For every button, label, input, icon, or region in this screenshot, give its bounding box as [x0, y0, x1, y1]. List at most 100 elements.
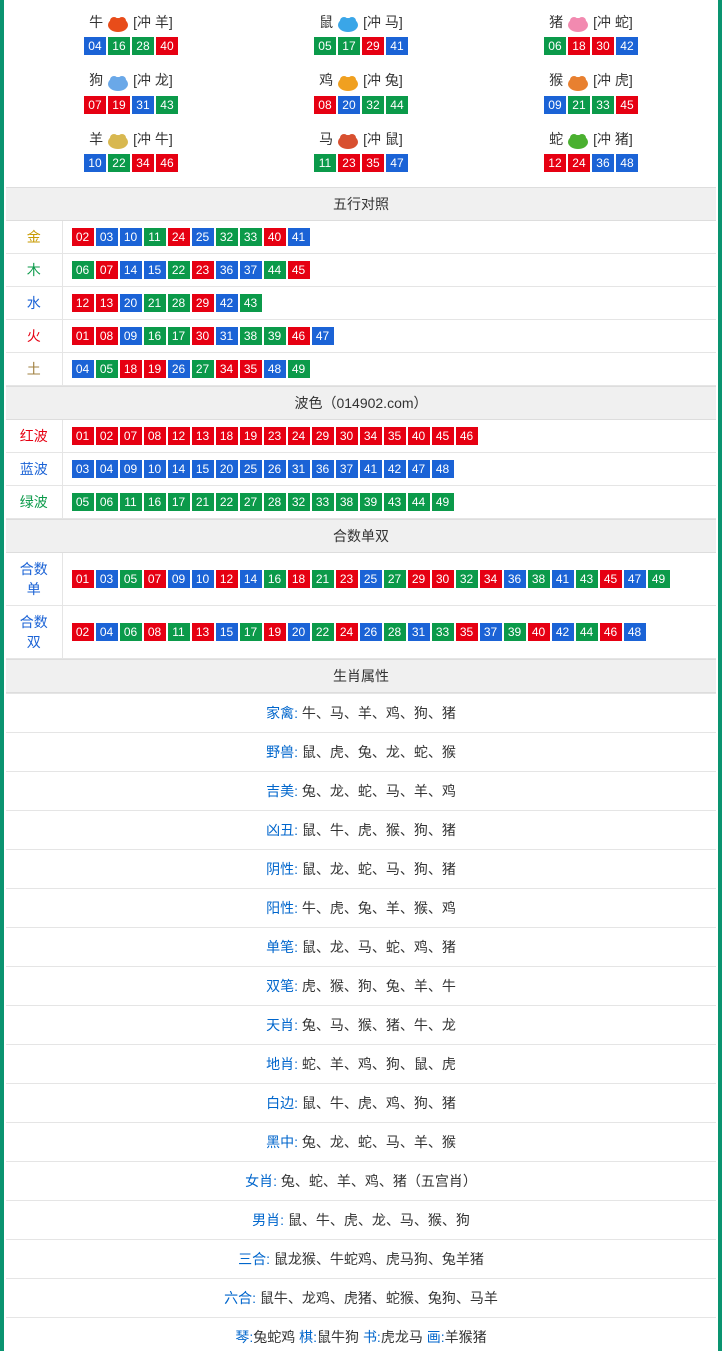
attr-value: 羊猴猪	[445, 1329, 487, 1345]
number-chip: 37	[336, 460, 358, 478]
number-chip: 34	[360, 427, 382, 445]
zodiac-icon	[564, 130, 592, 150]
attr-label: 野兽:	[266, 744, 298, 760]
number-chip: 41	[360, 460, 382, 478]
number-chip: 42	[552, 623, 574, 641]
attr-value: 鼠、牛、虎、鸡、狗、猪	[302, 1095, 456, 1111]
number-chip: 21	[192, 493, 214, 511]
zodiac-chong: [冲 鼠]	[363, 131, 403, 147]
row-label: 土	[6, 352, 62, 385]
page-container: 牛 [冲 羊] 04162840 鼠 [冲 马] 05172941 猪 [冲 蛇…	[0, 0, 722, 1351]
number-chip: 33	[592, 96, 614, 114]
row-nums: 04051819262734354849	[62, 352, 716, 385]
wuxing-header: 五行对照	[6, 187, 716, 221]
zodiac-title: 马 [冲 鼠]	[246, 129, 476, 150]
zodiac-nums: 06183042	[476, 36, 706, 56]
table-row: 合数单 010305070910121416182123252729303234…	[6, 553, 716, 606]
zodiac-name: 猴	[549, 72, 563, 88]
number-chip: 44	[264, 261, 286, 279]
attr-label: 地肖:	[266, 1056, 298, 1072]
number-chip: 40	[408, 427, 430, 445]
zodiac-title: 狗 [冲 龙]	[16, 70, 246, 91]
number-chip: 06	[96, 493, 118, 511]
zodiac-cell: 羊 [冲 牛] 10223446	[16, 125, 246, 183]
attr-row: 六合: 鼠牛、龙鸡、虎猪、蛇猴、兔狗、马羊	[6, 1279, 716, 1318]
number-chip: 17	[168, 327, 190, 345]
attr-row: 女肖: 兔、蛇、羊、鸡、猪（五宫肖）	[6, 1162, 716, 1201]
number-chip: 46	[288, 327, 310, 345]
attr-row: 阳性: 牛、虎、兔、羊、猴、鸡	[6, 889, 716, 928]
zodiac-name: 鸡	[319, 72, 333, 88]
number-chip: 46	[600, 623, 622, 641]
attr-label: 天肖:	[266, 1017, 298, 1033]
zodiac-chong: [冲 马]	[363, 14, 403, 30]
number-chip: 18	[120, 360, 142, 378]
attr-label: 琴:	[235, 1329, 253, 1345]
attr-row: 白边: 鼠、牛、虎、鸡、狗、猪	[6, 1084, 716, 1123]
attr-label: 家禽:	[266, 705, 298, 721]
number-chip: 32	[216, 228, 238, 246]
number-chip: 48	[624, 623, 646, 641]
number-chip: 49	[288, 360, 310, 378]
number-chip: 42	[616, 37, 638, 55]
row-nums: 0103050709101214161821232527293032343638…	[62, 553, 716, 606]
attr-label: 黑中:	[266, 1134, 298, 1150]
attr-label: 阳性:	[266, 900, 298, 916]
number-chip: 21	[568, 96, 590, 114]
number-chip: 17	[240, 623, 262, 641]
zodiac-cell: 马 [冲 鼠] 11233547	[246, 125, 476, 183]
table-row: 蓝波 03040910141520252631363741424748	[6, 452, 716, 485]
number-chip: 03	[96, 570, 118, 588]
number-chip: 33	[312, 493, 334, 511]
zodiac-name: 羊	[89, 131, 103, 147]
number-chip: 46	[156, 154, 178, 172]
zodiac-cell: 鸡 [冲 兔] 08203244	[246, 66, 476, 124]
number-chip: 04	[96, 460, 118, 478]
number-chip: 12	[72, 294, 94, 312]
number-chip: 09	[544, 96, 566, 114]
number-chip: 31	[132, 96, 154, 114]
number-chip: 31	[408, 623, 430, 641]
number-chip: 43	[384, 493, 406, 511]
row-nums: 1213202128294243	[62, 286, 716, 319]
number-chip: 23	[192, 261, 214, 279]
number-chip: 13	[192, 427, 214, 445]
zodiac-cell: 狗 [冲 龙] 07193143	[16, 66, 246, 124]
attr-label: 白边:	[266, 1095, 298, 1111]
row-nums: 06071415222336374445	[62, 253, 716, 286]
number-chip: 44	[576, 623, 598, 641]
zodiac-icon	[564, 13, 592, 33]
attr-value: 兔、蛇、羊、鸡、猪（五宫肖）	[281, 1173, 477, 1189]
number-chip: 32	[362, 96, 384, 114]
number-chip: 27	[192, 360, 214, 378]
number-chip: 28	[132, 37, 154, 55]
attr-label: 女肖:	[245, 1173, 277, 1189]
number-chip: 05	[72, 493, 94, 511]
zodiac-nums: 10223446	[16, 153, 246, 173]
zodiac-chong: [冲 虎]	[593, 72, 633, 88]
number-chip: 05	[120, 570, 142, 588]
number-chip: 38	[336, 493, 358, 511]
number-chip: 35	[456, 623, 478, 641]
row-label: 绿波	[6, 485, 62, 518]
number-chip: 49	[432, 493, 454, 511]
wuxing-table: 金 02031011242532334041 木 060714152223363…	[6, 221, 716, 386]
attr-label: 书:	[363, 1329, 381, 1345]
zodiac-name: 猪	[549, 14, 563, 30]
attr-value: 蛇、羊、鸡、狗、鼠、虎	[302, 1056, 456, 1072]
number-chip: 35	[362, 154, 384, 172]
attr-value: 牛、虎、兔、羊、猴、鸡	[302, 900, 456, 916]
number-chip: 34	[132, 154, 154, 172]
number-chip: 36	[504, 570, 526, 588]
table-row: 水 1213202128294243	[6, 286, 716, 319]
number-chip: 02	[96, 427, 118, 445]
number-chip: 15	[216, 623, 238, 641]
number-chip: 12	[168, 427, 190, 445]
number-chip: 25	[192, 228, 214, 246]
number-chip: 22	[312, 623, 334, 641]
attr-list: 家禽: 牛、马、羊、鸡、狗、猪 野兽: 鼠、虎、兔、龙、蛇、猴 吉美: 兔、龙、…	[6, 693, 716, 1349]
zodiac-nums: 12243648	[476, 153, 706, 173]
row-label: 木	[6, 253, 62, 286]
number-chip: 39	[360, 493, 382, 511]
number-chip: 40	[528, 623, 550, 641]
